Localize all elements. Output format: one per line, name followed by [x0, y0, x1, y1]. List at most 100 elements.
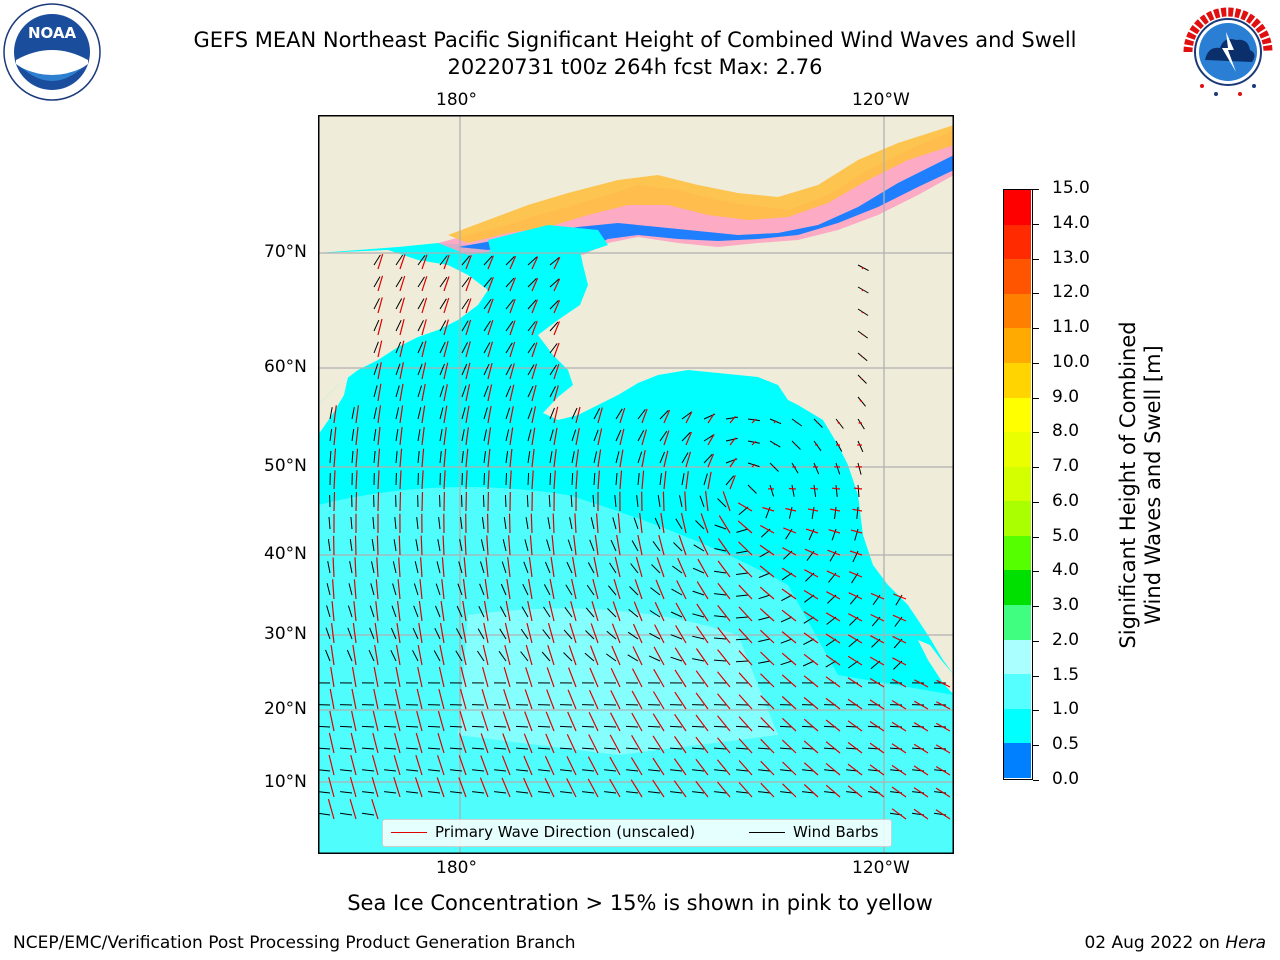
wind-barb — [415, 539, 419, 552]
wind-barb — [405, 725, 419, 728]
wind-barb — [373, 363, 379, 376]
wave-arrow — [759, 608, 775, 622]
wave-arrow — [633, 601, 643, 622]
wind-barb — [525, 517, 529, 530]
wave-arrow — [716, 781, 731, 798]
wind-barb — [758, 594, 771, 600]
wave-arrow — [459, 688, 467, 710]
wind-barb — [406, 769, 419, 772]
wave-arrow — [654, 601, 665, 622]
wind-legend-label: Wind Barbs — [793, 823, 879, 841]
wave-arrow — [722, 491, 731, 512]
wave-arrow — [717, 715, 731, 732]
colorbar-tick-label: 7.0 — [1052, 456, 1080, 477]
colorbar-segment — [1004, 501, 1031, 537]
wind-barb — [417, 298, 425, 310]
wind-barb — [439, 341, 446, 354]
wind-barb — [505, 472, 507, 486]
wave-arrow — [619, 470, 623, 490]
wind-barb — [747, 484, 757, 494]
wave-arrow — [760, 760, 775, 776]
wave-arrow — [610, 667, 621, 688]
wind-barb — [547, 517, 551, 530]
wind-barb — [371, 561, 375, 574]
wind-barb — [607, 608, 617, 618]
colorbar-tick-mark — [1033, 640, 1039, 642]
wind-barb — [527, 364, 535, 376]
wind-barb — [788, 506, 793, 519]
wind-barb — [549, 321, 559, 332]
wave-arrow — [718, 515, 731, 534]
wave-arrow — [678, 535, 687, 556]
wind-barb — [657, 495, 661, 508]
colorbar-segment — [1004, 224, 1031, 260]
wave-arrow — [913, 787, 929, 798]
wind-barb — [857, 418, 865, 430]
wave-arrow — [350, 732, 357, 754]
wave-arrow — [825, 697, 841, 710]
wave-arrow — [417, 644, 423, 666]
colorbar-tick-mark — [1033, 223, 1039, 225]
wind-barb — [681, 411, 692, 420]
wave-arrow — [717, 737, 731, 754]
wave-arrow — [593, 556, 599, 578]
wind-barb — [391, 605, 397, 618]
wind-barb — [361, 725, 375, 728]
wave-arrow — [332, 557, 335, 578]
colorbar-tick-label: 10.0 — [1052, 351, 1090, 372]
wind-barb — [714, 593, 727, 596]
wave-arrow — [351, 710, 357, 732]
wave-arrow — [421, 276, 428, 292]
wind-barb — [498, 650, 507, 662]
wave-arrow — [632, 623, 643, 644]
wind-barb — [527, 429, 532, 442]
wind-barb — [781, 594, 793, 602]
footer-host: Hera — [1225, 933, 1266, 953]
wave-arrow — [935, 809, 951, 820]
wind-barb — [368, 649, 375, 662]
wave-arrow — [349, 776, 357, 798]
wind-barb — [493, 747, 507, 750]
wind-barb — [433, 650, 441, 662]
wave-arrow — [892, 635, 907, 644]
wind-barb — [394, 517, 397, 530]
wind-barb — [505, 429, 510, 442]
wind-barb — [395, 451, 398, 464]
wind-barb — [455, 650, 463, 662]
wind-barb — [691, 747, 705, 750]
wind-barb — [505, 320, 514, 332]
wave-arrow — [695, 780, 709, 798]
colorbar-tick-label: 1.5 — [1052, 664, 1080, 685]
wind-barb — [692, 590, 705, 596]
wave-arrow — [465, 319, 472, 336]
wave-arrow — [913, 765, 929, 776]
wave-arrow — [637, 534, 643, 556]
wave-arrow — [438, 688, 445, 710]
wave-arrow — [531, 427, 536, 446]
wave-arrow — [619, 428, 625, 446]
colorbar-segment — [1004, 362, 1031, 399]
wind-barb — [483, 451, 486, 464]
colorbar-label-line1: Significant Height of Combined — [1116, 321, 1140, 649]
wind-barb — [527, 385, 534, 398]
wave-arrow — [333, 405, 337, 424]
wave-arrow — [377, 362, 382, 380]
wave-arrow — [695, 670, 709, 688]
wave-arrow — [465, 298, 472, 314]
map-legend: Primary Wave Direction (unscaled) Wind B… — [382, 819, 892, 847]
wave-arrow — [509, 427, 514, 446]
wave-arrow — [738, 606, 753, 622]
wave-arrow — [544, 778, 555, 798]
wave-arrow — [553, 385, 559, 402]
lon-label-top-120w: 120°W — [852, 90, 910, 110]
wind-barb — [340, 791, 353, 794]
wind-barb — [439, 276, 448, 288]
wave-arrow — [870, 635, 885, 644]
wave-arrow — [371, 777, 379, 798]
wave-arrow — [827, 549, 841, 556]
wind-barb — [631, 540, 639, 552]
wind-barb — [854, 528, 859, 541]
wave-arrow — [869, 742, 885, 754]
wave-arrow — [442, 535, 445, 556]
wind-barb — [434, 627, 441, 640]
